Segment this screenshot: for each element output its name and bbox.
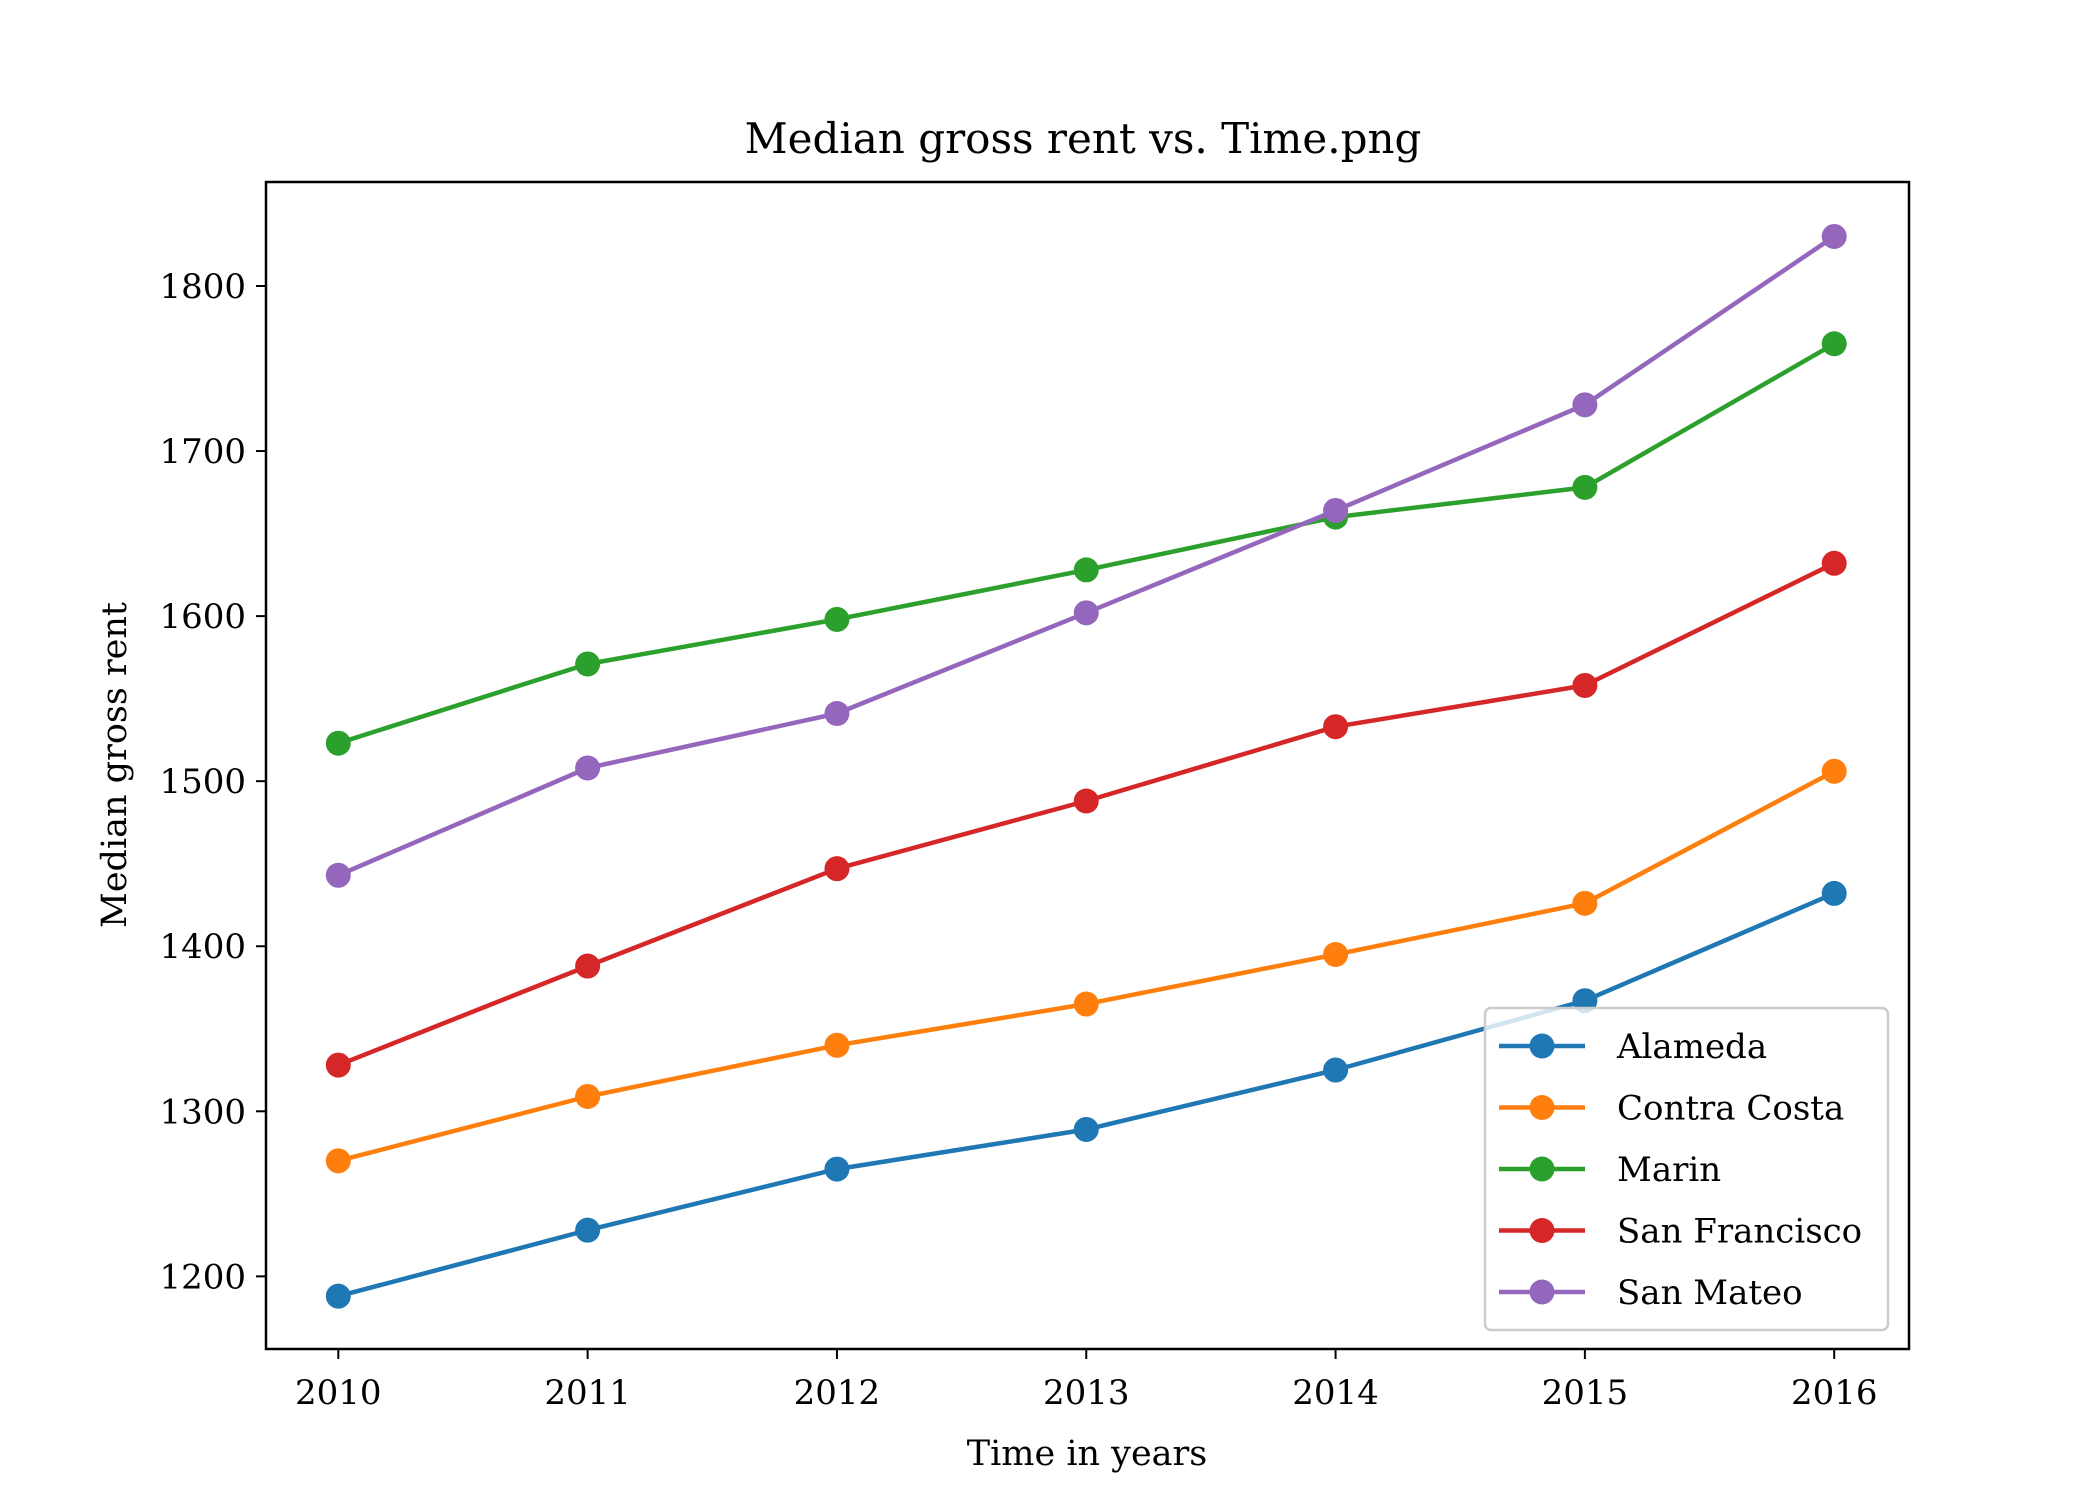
- x-tick-label: 2010: [295, 1373, 382, 1413]
- legend-item: Contra Costa: [1499, 1089, 1844, 1129]
- data-point: [824, 1032, 850, 1058]
- x-tick-label: 2016: [1791, 1373, 1878, 1413]
- data-point: [325, 862, 351, 888]
- legend: Alameda Contra Costa Marin San Francisco San…: [1483, 1006, 1890, 1332]
- data-point: [575, 1083, 601, 1109]
- data-point: [1821, 331, 1847, 357]
- y-tick-label: 1700: [159, 432, 246, 472]
- legend-item: Marin: [1499, 1150, 1721, 1190]
- data-point: [1572, 392, 1598, 418]
- chart-title: Median gross rent vs. Time.png: [745, 114, 1422, 163]
- data-point: [575, 953, 601, 979]
- data-point: [1073, 600, 1099, 626]
- data-point: [1821, 550, 1847, 576]
- data-point: [824, 701, 850, 727]
- data-point: [1323, 941, 1349, 967]
- data-point: [1073, 991, 1099, 1017]
- data-point: [575, 1217, 601, 1243]
- data-point: [1572, 474, 1598, 500]
- series-san-francisco: [325, 550, 1847, 1078]
- y-tick-label: 1500: [159, 762, 246, 802]
- data-point: [1073, 788, 1099, 814]
- legend-item: Alameda: [1499, 1027, 1767, 1067]
- legend-label: Marin: [1617, 1150, 1721, 1190]
- data-point: [1323, 714, 1349, 740]
- data-point: [824, 856, 850, 882]
- legend-label: San Francisco: [1617, 1212, 1862, 1252]
- legend-label: Contra Costa: [1617, 1089, 1844, 1129]
- data-point: [575, 755, 601, 781]
- y-tick-label: 1600: [159, 597, 246, 637]
- legend-frame: [1483, 1006, 1890, 1332]
- legend-marker: [1529, 1156, 1555, 1182]
- legend-marker: [1529, 1033, 1555, 1059]
- series-group: [325, 223, 1847, 1309]
- data-point: [1821, 223, 1847, 249]
- data-point: [1073, 1116, 1099, 1142]
- x-axis-title: Time in years: [967, 1434, 1207, 1474]
- x-tick-label: 2014: [1292, 1373, 1379, 1413]
- x-tick-label: 2011: [544, 1373, 631, 1413]
- data-point: [325, 1052, 351, 1078]
- data-point: [1323, 497, 1349, 523]
- data-point: [1821, 880, 1847, 906]
- series-san-mateo: [325, 223, 1847, 888]
- y-tick-label: 1800: [159, 267, 246, 307]
- series-contra-costa: [325, 758, 1847, 1174]
- data-point: [824, 606, 850, 632]
- legend-marker: [1529, 1095, 1555, 1120]
- y-axis: 1200 1300 1400 1500 1600 1700 1800: [159, 267, 266, 1297]
- legend-label: Alameda: [1616, 1027, 1767, 1067]
- x-tick-label: 2013: [1043, 1373, 1130, 1413]
- data-point: [1572, 672, 1598, 698]
- data-point: [1323, 1057, 1349, 1083]
- series-alameda: [325, 880, 1847, 1309]
- legend-label: San Mateo: [1617, 1273, 1803, 1313]
- series-marin: [325, 331, 1847, 756]
- legend-marker: [1529, 1279, 1555, 1305]
- data-point: [1073, 557, 1099, 583]
- data-point: [325, 730, 351, 756]
- y-tick-label: 1400: [159, 927, 246, 967]
- y-tick-label: 1200: [159, 1257, 246, 1297]
- legend-item: San Mateo: [1499, 1273, 1803, 1313]
- data-point: [824, 1156, 850, 1182]
- x-tick-label: 2015: [1542, 1373, 1629, 1413]
- data-point: [575, 651, 601, 677]
- x-tick-label: 2012: [794, 1373, 881, 1413]
- axes-frame: [264, 180, 1911, 1351]
- data-point: [1572, 890, 1598, 916]
- data-point: [1821, 758, 1847, 784]
- data-point: [325, 1283, 351, 1309]
- x-axis: 2010 2011 2012 2013 2014 2015 2016: [295, 1349, 1877, 1413]
- y-tick-label: 1300: [159, 1092, 246, 1132]
- data-point: [325, 1148, 351, 1174]
- y-axis-title: Median gross rent: [95, 602, 135, 928]
- legend-marker: [1529, 1218, 1555, 1243]
- legend-item: San Francisco: [1499, 1212, 1862, 1252]
